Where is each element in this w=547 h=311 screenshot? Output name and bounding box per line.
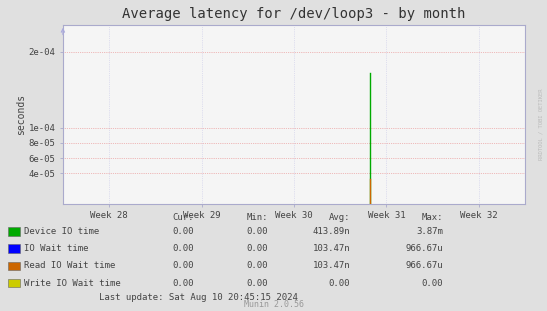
Text: 413.89n: 413.89n: [312, 227, 350, 236]
Text: Avg:: Avg:: [329, 213, 350, 222]
Text: 103.47n: 103.47n: [312, 244, 350, 253]
Text: 0.00: 0.00: [173, 262, 194, 270]
Text: 966.67u: 966.67u: [405, 244, 443, 253]
Text: 0.00: 0.00: [247, 244, 268, 253]
Text: 0.00: 0.00: [173, 279, 194, 287]
Text: Last update: Sat Aug 10 20:45:15 2024: Last update: Sat Aug 10 20:45:15 2024: [99, 293, 298, 301]
Text: IO Wait time: IO Wait time: [24, 244, 88, 253]
Text: 3.87m: 3.87m: [416, 227, 443, 236]
Text: 0.00: 0.00: [247, 279, 268, 287]
Text: 0.00: 0.00: [329, 279, 350, 287]
Title: Average latency for /dev/loop3 - by month: Average latency for /dev/loop3 - by mont…: [123, 7, 465, 21]
Text: 0.00: 0.00: [247, 262, 268, 270]
Text: Write IO Wait time: Write IO Wait time: [24, 279, 120, 287]
Text: 0.00: 0.00: [247, 227, 268, 236]
Text: Device IO time: Device IO time: [24, 227, 99, 236]
Y-axis label: seconds: seconds: [16, 94, 26, 135]
Text: Cur:: Cur:: [173, 213, 194, 222]
Text: Max:: Max:: [422, 213, 443, 222]
Text: 0.00: 0.00: [173, 244, 194, 253]
Text: Read IO Wait time: Read IO Wait time: [24, 262, 115, 270]
Text: 103.47n: 103.47n: [312, 262, 350, 270]
Text: 0.00: 0.00: [422, 279, 443, 287]
Text: Min:: Min:: [247, 213, 268, 222]
Text: RRDTOOL / TOBI OETIKER: RRDTOOL / TOBI OETIKER: [538, 89, 543, 160]
Text: Munin 2.0.56: Munin 2.0.56: [243, 299, 304, 309]
Text: 0.00: 0.00: [173, 227, 194, 236]
Text: 966.67u: 966.67u: [405, 262, 443, 270]
